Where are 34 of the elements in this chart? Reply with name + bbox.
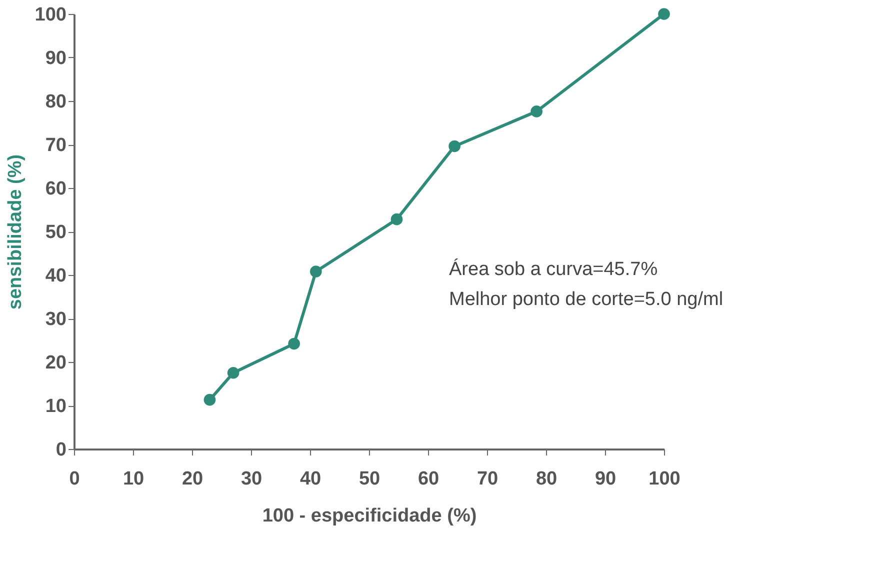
y-tick-label: 90 bbox=[45, 48, 66, 69]
x-tick-label: 60 bbox=[418, 468, 440, 490]
x-tick-label: 20 bbox=[182, 468, 204, 490]
x-tick-label: 30 bbox=[240, 468, 262, 490]
point bbox=[204, 394, 216, 406]
y-tick-label: 60 bbox=[45, 178, 66, 200]
point bbox=[448, 140, 460, 152]
annotation: Área sob a curva=45.7% bbox=[449, 258, 658, 280]
x-tick-label: 0 bbox=[69, 468, 80, 490]
x-tick-label: 10 bbox=[122, 468, 144, 490]
point bbox=[288, 338, 300, 350]
y-tick-label: 0 bbox=[56, 440, 66, 460]
point bbox=[390, 213, 403, 226]
y-tick-label: 40 bbox=[45, 266, 66, 286]
x-tick-label: 100 bbox=[648, 468, 680, 490]
point bbox=[530, 106, 542, 118]
x-tick-label: 90 bbox=[594, 468, 616, 490]
y-tick-label: 80 bbox=[45, 92, 66, 112]
y-tick-label: 10 bbox=[45, 396, 66, 417]
y-axis-title: sensibilidade (%) bbox=[4, 154, 26, 310]
point bbox=[310, 266, 322, 278]
x-tick-label: 80 bbox=[536, 468, 558, 490]
y-tick-label: 100 bbox=[34, 4, 66, 26]
point bbox=[658, 8, 670, 20]
y-tick-label: 70 bbox=[45, 135, 66, 156]
x-tick-label: 40 bbox=[300, 468, 322, 490]
y-tick-label: 20 bbox=[45, 352, 66, 374]
x-axis-title: 100 - especificidade (%) bbox=[262, 506, 477, 526]
x-tick-label: 50 bbox=[358, 468, 380, 490]
annotation: Melhor ponto de corte=5.0 ng/ml bbox=[449, 289, 724, 310]
x-tick-label: 70 bbox=[476, 468, 498, 490]
y-tick-label: 50 bbox=[45, 222, 66, 243]
y-tick-label: 30 bbox=[45, 309, 66, 330]
point bbox=[227, 366, 240, 379]
